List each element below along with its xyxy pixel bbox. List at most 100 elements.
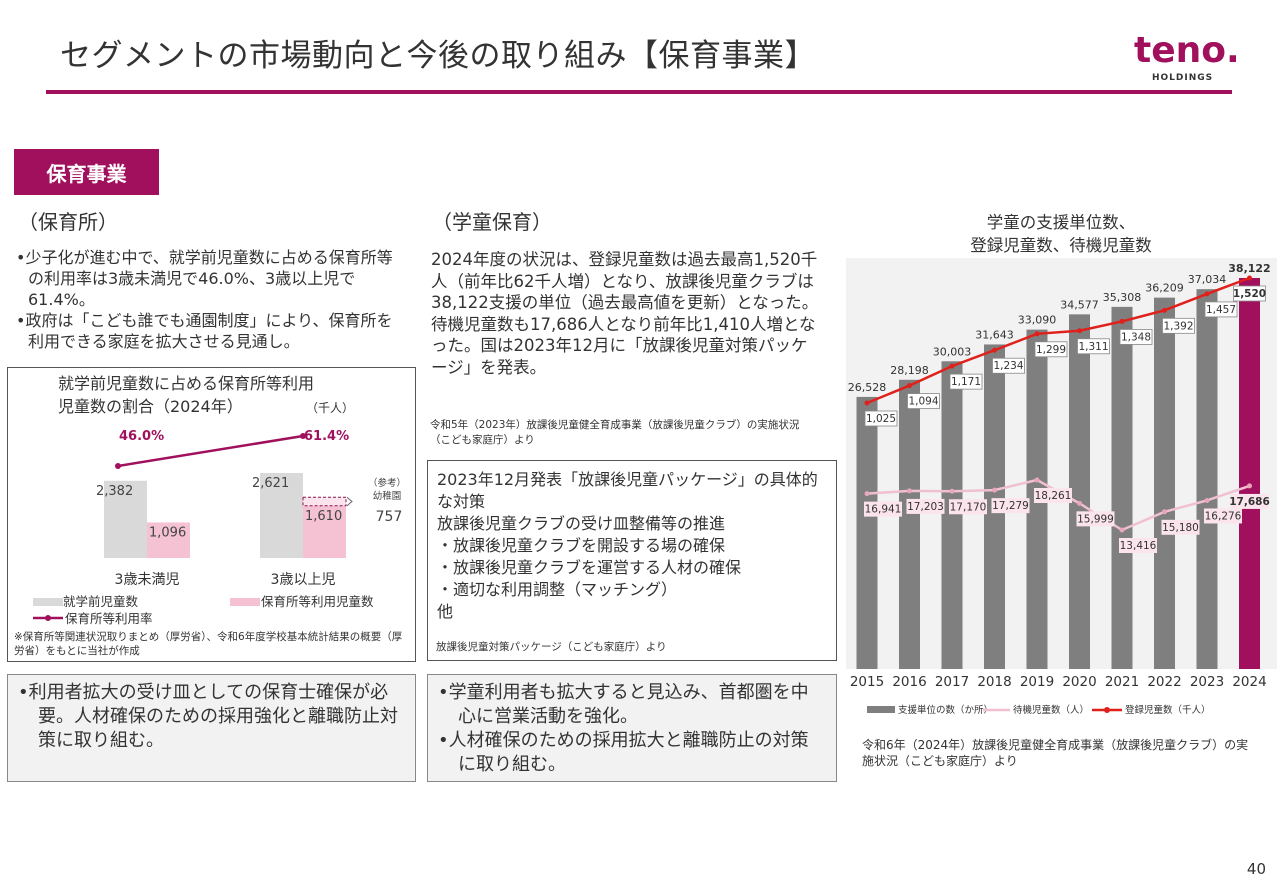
label-preschool-children: 2,621	[252, 476, 289, 491]
category-label: 3歳未満児	[115, 572, 180, 588]
nursery-chart-title-2: 児童数の割合（2024年）	[58, 397, 243, 416]
label-support-units: 36,209	[1145, 282, 1184, 295]
reference-label-1: （参考）	[368, 477, 406, 489]
afterschool-source: 令和5年（2023年）放課後児童健全育成事業（放課後児童クラブ）の実施状況（こど…	[430, 419, 800, 446]
bar-support-units	[1111, 306, 1133, 669]
bar-nursery-users	[303, 505, 346, 558]
registered-label: 1,025	[866, 413, 896, 425]
label-nursery-users: 1,096	[149, 525, 186, 540]
registered-label: 1,234	[993, 360, 1023, 372]
rate-label: 61.4%	[304, 429, 349, 444]
afterschool-chart-title-2: 登録児童数、待機児童数	[970, 236, 1152, 255]
teno-logo: teno. HOLDINGS	[1134, 30, 1240, 83]
legend-users: 保育所等利用児童数	[261, 594, 374, 609]
legend-waiting: 待機児童数（人）	[1013, 704, 1089, 716]
label-support-units: 31,643	[975, 328, 1014, 341]
waiting-label-box	[906, 498, 945, 514]
registered-point	[1034, 331, 1040, 337]
rate-point	[300, 433, 306, 439]
year-label: 2024	[1232, 674, 1266, 690]
package-line-4: ・適切な利用調整（マッチング）	[437, 580, 678, 599]
registered-label-box	[907, 393, 940, 409]
bar-preschool-children	[260, 473, 303, 558]
nursery-chart-unit: （千人）	[306, 401, 354, 415]
package-line-2: ・放課後児童クラブを開設する場の確保	[437, 536, 726, 555]
waiting-label-box	[991, 498, 1030, 514]
nursery-heading: （保育所）	[18, 210, 118, 234]
label-support-units: 37,034	[1188, 273, 1227, 286]
waiting-label: 15,999	[1077, 513, 1114, 525]
package-title: 2023年12月発表「放課後児童パッケージ」の具体的な対策	[437, 470, 818, 511]
waiting-label-box	[1076, 511, 1115, 527]
package-line-3: ・放課後児童クラブを運営する人材の確保	[437, 558, 742, 577]
waiting-point	[1119, 527, 1125, 533]
registered-label: 1,299	[1036, 344, 1066, 356]
label-support-units: 34,577	[1060, 298, 1099, 311]
package-line-1: 放課後児童クラブの受け皿整備等の推進	[437, 514, 726, 533]
logo-text: teno.	[1134, 30, 1240, 71]
waiting-label-box	[1161, 519, 1200, 535]
waiting-label: 17,686	[1229, 496, 1270, 508]
afterschool-note-2: •人材確保のための採用拡大と離職防止の対策に取り組む。	[438, 730, 809, 775]
logo-sub: HOLDINGS	[1152, 73, 1213, 83]
label-preschool-children: 2,382	[96, 484, 133, 499]
registered-point	[1162, 307, 1167, 313]
waiting-label: 16,941	[865, 504, 902, 516]
rate-line	[117, 434, 304, 468]
nursery-source: ※保育所等関連状況取りまとめ（厚労省）、令和6年度学校基本統計結果の概要（厚労省…	[14, 631, 403, 657]
waiting-point	[949, 488, 955, 494]
afterschool-chart: 学童の支援単位数、 登録児童数、待機児童数 26,528 2015 28,198 20…	[846, 213, 1277, 716]
label-support-units: 28,198	[890, 364, 929, 377]
year-label: 2017	[935, 674, 969, 690]
bar-kindergarten-reference	[302, 496, 347, 507]
rate-label: 46.0%	[119, 429, 164, 444]
waiting-label-box	[1230, 493, 1269, 509]
reference-value: 757	[376, 509, 403, 525]
registered-point	[992, 347, 997, 353]
waiting-point	[864, 491, 870, 497]
label-support-units: 26,528	[848, 381, 887, 394]
reference-brace	[346, 496, 353, 507]
bar-support-units	[1069, 314, 1090, 669]
label-support-units: 33,090	[1018, 314, 1057, 327]
afterschool-note-1: •学童利用者も拡大すると見込み、首都圏を中心に営業活動を強化。	[438, 682, 809, 727]
title-rule	[46, 90, 1232, 94]
segment-tag: 保育事業	[14, 149, 159, 195]
registered-label: 1,457	[1206, 304, 1236, 316]
waiting-point	[992, 487, 997, 493]
afterschool-heading: （学童保育）	[432, 210, 552, 234]
nursery-chart-box: 就学前児童数に占める保育所等利用 児童数の割合（2024年） （千人） 2,38…	[7, 367, 416, 662]
registered-label-box	[864, 410, 898, 427]
waiting-point	[907, 488, 912, 494]
waiting-label-box	[1034, 488, 1072, 503]
registered-label: 1,311	[1078, 341, 1108, 353]
label-support-units: 30,003	[933, 345, 972, 358]
waiting-label: 17,279	[992, 500, 1029, 512]
waiting-label: 13,416	[1120, 540, 1157, 552]
afterschool-note-box: •学童利用者も拡大すると見込み、首都圏を中心に営業活動を強化。 •人材確保のため…	[427, 674, 837, 782]
year-label: 2019	[1020, 674, 1054, 690]
year-label: 2016	[892, 674, 926, 690]
waiting-label-box	[1204, 508, 1242, 524]
nursery-chart-title-1: 就学前児童数に占める保育所等利用	[58, 374, 314, 393]
waiting-label-box	[1119, 538, 1157, 553]
registered-label: 1,171	[951, 376, 981, 388]
nursery-chart: 就学前児童数に占める保育所等利用 児童数の割合（2024年） （千人） 2,38…	[33, 374, 406, 626]
nursery-bullets: •少子化が進む中で、就学前児童数に占める保育所等の利用率は3歳未満児で46.0%…	[16, 247, 408, 352]
registered-label-box	[1233, 285, 1266, 302]
waiting-point	[1247, 483, 1252, 489]
registered-point	[907, 383, 912, 389]
bar-preschool-children	[104, 480, 147, 558]
waiting-label: 17,203	[907, 501, 944, 513]
waiting-label-box	[949, 499, 987, 515]
label-nursery-users: 1,610	[305, 509, 342, 524]
registered-label-box	[1204, 301, 1238, 318]
waiting-label: 17,170	[950, 501, 987, 513]
afterschool-paragraph: 2024年度の状況は、登録児童数は過去最高1,520千人（前年比62千人増）とな…	[431, 250, 819, 377]
bar-support-units	[856, 396, 878, 669]
registered-label: 1,094	[908, 396, 938, 408]
legend-rate: 保育所等利用率	[65, 611, 153, 626]
category-label: 3歳以上児	[271, 572, 336, 588]
nursery-note-box: •利用者拡大の受け皿としての保育士確保が必要。人材確保のための採用強化と離職防止…	[7, 674, 416, 782]
package-box: 2023年12月発表「放課後児童パッケージ」の具体的な対策 放課後児童クラブの受…	[427, 460, 837, 661]
